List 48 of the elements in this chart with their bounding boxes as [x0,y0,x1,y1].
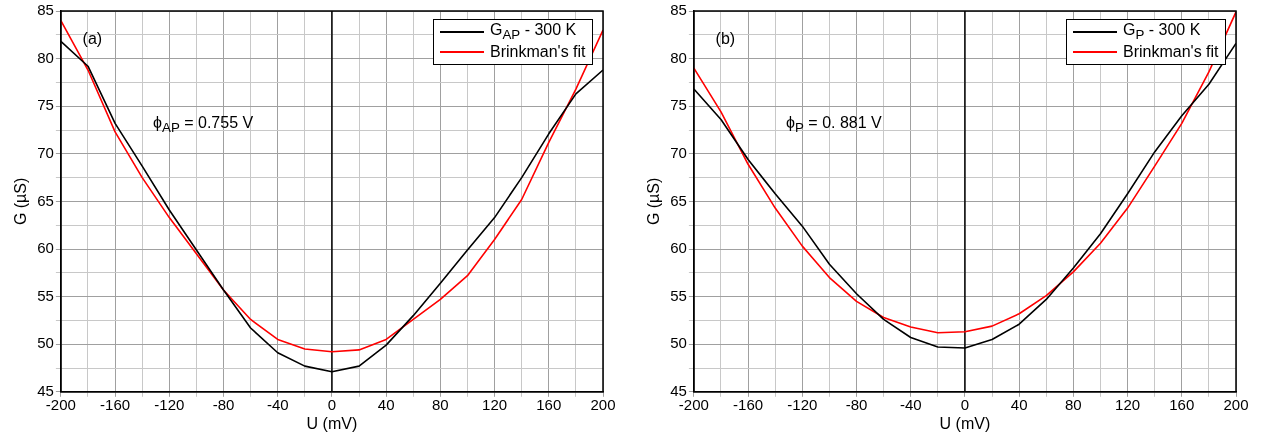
x-tick-label: -120 [154,395,185,413]
y-tick-label: 60 [670,239,687,257]
y-tick-label: 85 [37,1,54,19]
x-tick-label: -40 [899,395,922,413]
x-tick-label: -40 [266,395,289,413]
legend-label: Brinkman's fit [1123,43,1219,61]
x-tick-label: -160 [100,395,131,413]
y-tick-label: 55 [670,286,687,304]
annotation: (b) [715,30,736,49]
y-axis-title: G (µS) [12,177,30,226]
y-tick-label: 75 [37,96,54,114]
x-tick-label: 120 [1115,395,1141,413]
y-tick-label: 85 [670,1,687,19]
y-tick-label: 55 [37,286,54,304]
y-tick-label: 60 [37,239,54,257]
y-tick-label: 50 [670,334,687,352]
x-tick-label: 200 [1223,395,1249,413]
annotation: ϕ$_{AP}$ = 0.755 V [153,113,254,135]
x-tick-label: -80 [845,395,868,413]
y-tick-label: 75 [670,96,687,114]
y-tick-label: 70 [670,143,687,161]
x-tick-label: -160 [733,395,764,413]
x-axis-title: U (mV) [306,414,358,432]
annotation: (a) [82,30,103,49]
legend-label: G$_{AP}$ - 300 K [490,21,577,43]
x-tick-label: 120 [482,395,508,413]
annotation: ϕ$_{P}$ = 0. 881 V [786,113,882,135]
x-tick-label: 40 [1010,395,1028,413]
x-tick-label: 40 [377,395,395,413]
legend-label: G$_{P}$ - 300 K [1123,21,1201,43]
x-tick-label: 160 [536,395,562,413]
y-tick-label: 65 [37,191,54,209]
x-tick-label: 0 [960,395,970,413]
x-tick-label: 200 [590,395,616,413]
x-axis-title: U (mV) [939,414,991,432]
y-tick-label: 70 [37,143,54,161]
x-tick-label: -80 [212,395,235,413]
x-tick-label: 80 [1065,395,1082,413]
x-tick-label: 160 [1169,395,1195,413]
y-axis-title: G (µS) [645,177,663,226]
legend-label: Brinkman's fit [490,43,586,61]
y-tick-label: 65 [670,191,687,209]
x-tick-label: -120 [787,395,818,413]
y-tick-label: 50 [37,334,54,352]
y-tick-label: 80 [37,48,54,66]
x-tick-label: 0 [327,395,337,413]
x-tick-label: 80 [432,395,449,413]
y-tick-label: 80 [670,48,687,66]
